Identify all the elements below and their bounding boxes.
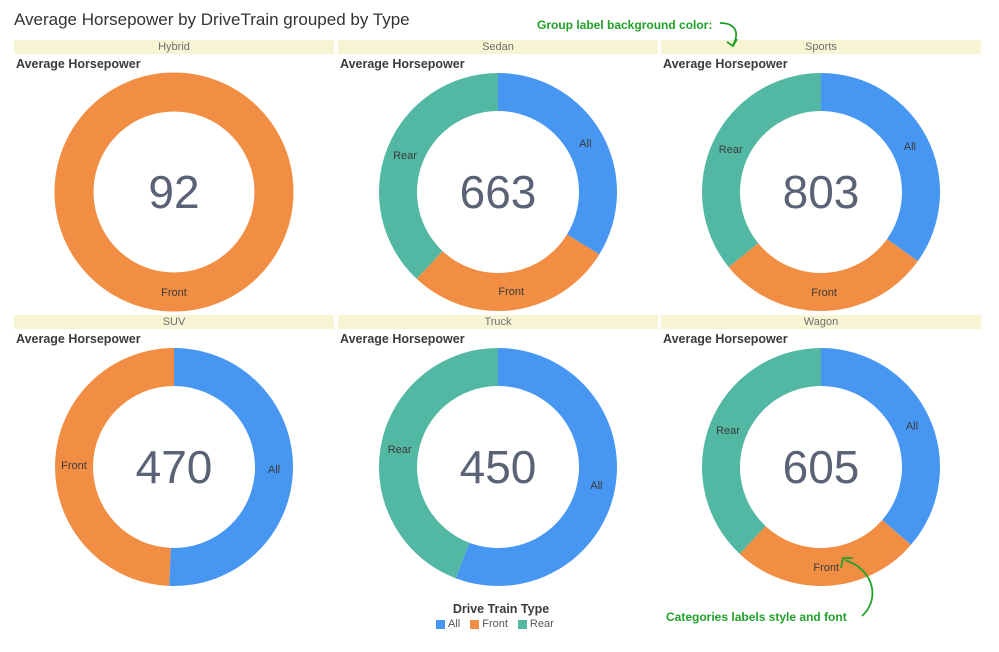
donut-slice-front[interactable] [54,72,294,312]
annotation-group-label: Group label background color: [537,18,713,32]
donut-chart-sedan: All Front Rear 663 [379,73,617,311]
donut-chart-wagon: All Front Rear 605 [702,348,940,586]
legend-label: Rear [529,618,554,630]
slice-label-front: Front [61,460,87,472]
annotation-category-labels: Categories labels style and font [666,610,847,624]
group-header-sports: Sports [661,40,981,54]
annotation-arrow-icon [840,557,874,617]
measure-label: Average Horsepower [16,57,141,71]
slice-label-all: All [268,464,280,476]
panel-sports: Sports Average Horsepower All Front Rear 80… [661,40,981,312]
legend-item-front[interactable]: Front [470,618,508,630]
group-header-wagon: Wagon [661,315,981,329]
annotation-arrow-icon [719,22,738,48]
measure-label: Average Horsepower [340,332,465,346]
legend: Drive Train Type All Front Rear [436,602,566,630]
panel-sedan: Sedan Average Horsepower All Front Rear 663 [338,40,658,312]
donut-chart-sports: All Front Rear 803 [702,73,940,311]
chart-title: Average Horsepower by DriveTrain grouped… [14,10,410,29]
center-value: 92 [148,166,199,218]
donut-slice-front[interactable] [728,239,918,311]
panel-wagon: Wagon Average Horsepower All Front Rear 605 [661,315,981,587]
slice-label-front: Front [811,287,837,299]
donut-chart-truck: All Rear 450 [378,348,617,586]
group-header-suv: SUV [14,315,334,329]
panel-hybrid: Hybrid Average Horsepower Front 92 [14,40,334,312]
legend-item-rear[interactable]: Rear [517,618,554,630]
slice-label-rear: Rear [388,444,412,456]
donut-slice-all[interactable] [821,73,940,262]
measure-label: Average Horsepower [663,57,788,71]
legend-swatch-all [436,619,445,629]
center-value: 605 [783,441,860,493]
slice-label-all: All [590,480,602,492]
slice-label-front: Front [498,286,524,298]
slice-label-front: Front [813,562,839,574]
slice-label-rear: Rear [393,150,417,162]
legend-swatch-rear [517,619,527,629]
slice-label-all: All [906,420,918,432]
slice-label-all: All [579,138,591,150]
donut-slice-front[interactable] [739,520,911,586]
legend-swatch-front [470,619,480,629]
measure-label: Average Horsepower [663,332,788,346]
center-value: 803 [783,166,860,218]
group-header-sedan: Sedan [338,40,658,54]
panel-suv: SUV Average Horsepower All Front 470 [14,315,334,587]
slice-label-rear: Rear [716,425,740,437]
group-header-hybrid: Hybrid [14,40,334,54]
measure-label: Average Horsepower [340,57,465,71]
legend-item-all[interactable]: All [436,618,460,630]
donut-slice-front[interactable] [416,234,600,311]
center-value: 470 [136,441,213,493]
donut-slice-rear[interactable] [378,348,498,579]
group-header-truck: Truck [338,315,658,329]
slice-label-front: Front [161,287,187,299]
donut-chart-hybrid: Front 92 [54,72,294,312]
legend-title: Drive Train Type [452,602,550,616]
center-value: 450 [460,441,537,493]
slice-label-rear: Rear [719,144,743,156]
slice-label-all: All [904,141,916,153]
donut-slice-front[interactable] [54,348,174,586]
legend-label: Front [482,618,508,630]
measure-label: Average Horsepower [16,332,141,346]
donut-slice-all[interactable] [498,73,617,255]
donut-slice-rear[interactable] [379,73,498,279]
legend-label: All [448,618,461,630]
donut-slice-all[interactable] [821,348,940,545]
center-value: 663 [460,166,537,218]
donut-chart-suv: All Front 470 [54,348,293,586]
donut-slice-rear[interactable] [702,73,821,268]
donut-slice-all[interactable] [169,348,293,586]
panel-truck: Truck Average Horsepower All Rear 450 [338,315,658,587]
donut-slice-rear[interactable] [702,348,821,554]
donut-slice-all[interactable] [455,348,617,586]
